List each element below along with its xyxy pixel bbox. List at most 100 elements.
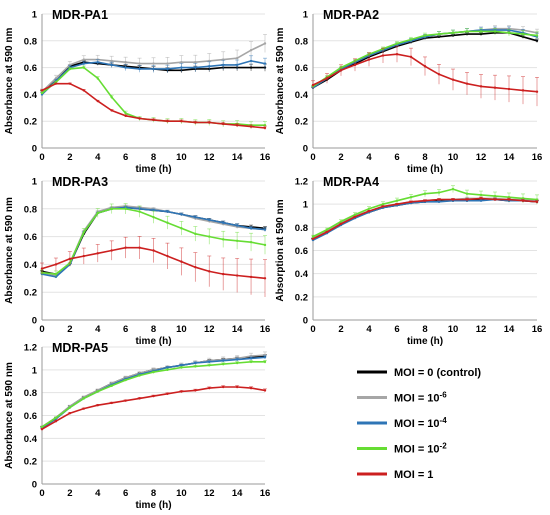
data-point (465, 82, 469, 85)
data-point (194, 365, 197, 368)
data-point (535, 200, 539, 204)
series-4 (40, 203, 267, 278)
data-point (208, 364, 211, 367)
data-point (235, 385, 239, 389)
y-tick-label: 0.2 (295, 292, 308, 303)
series-1 (40, 354, 267, 429)
y-tick-label: 0.8 (24, 204, 37, 215)
x-tick-label: 4 (95, 152, 101, 163)
data-point (54, 263, 58, 266)
x-tick-label: 0 (39, 488, 44, 499)
series-2 (311, 196, 539, 239)
data-point (96, 61, 99, 64)
x-tick-label: 2 (67, 152, 72, 163)
data-point (339, 222, 343, 226)
x-tick-label: 0 (39, 152, 44, 163)
data-point (395, 199, 399, 202)
data-point (180, 213, 183, 216)
legend-label: MOI = 10-6 (394, 391, 447, 405)
y-tick-label: 1 (32, 177, 38, 188)
data-point (124, 111, 127, 115)
data-point (166, 368, 169, 372)
data-point (353, 63, 357, 67)
x-axis-title: time (h) (135, 336, 171, 347)
data-point (437, 191, 441, 194)
x-axis-title: time (h) (135, 500, 171, 511)
y-tick-label: 1 (32, 365, 38, 376)
data-point (221, 122, 225, 126)
data-point (180, 390, 183, 393)
data-point (235, 274, 239, 277)
x-tick-label: 4 (95, 488, 101, 499)
legend-label-exponent: -2 (440, 442, 448, 451)
data-point (54, 416, 58, 419)
data-point (82, 58, 86, 61)
data-point (152, 394, 155, 398)
y-tick-label: 0.4 (24, 260, 38, 271)
data-point (221, 238, 225, 241)
data-point (451, 78, 455, 81)
data-point (40, 89, 44, 92)
y-tick-label: 0.2 (24, 288, 37, 299)
data-point (96, 99, 99, 103)
chart-title: MDR-PA2 (323, 8, 379, 22)
x-tick-label: 16 (260, 324, 271, 335)
data-point (96, 77, 99, 80)
legend-label-text: MOI = 10 (394, 393, 440, 405)
x-tick-label: 14 (232, 324, 243, 335)
data-point (68, 67, 72, 71)
data-point (249, 360, 253, 364)
legend-entry: MOI = 10-2 (357, 442, 447, 456)
series-line (41, 386, 266, 430)
y-tick-label: 0.2 (295, 117, 308, 128)
data-point (82, 407, 86, 410)
data-point (124, 378, 127, 382)
data-point (138, 246, 141, 249)
data-point (263, 243, 267, 247)
legend-label: MOI = 10-4 (394, 416, 447, 430)
data-point (249, 386, 253, 390)
data-point (221, 221, 225, 224)
y-tick-label: 0.6 (24, 232, 37, 243)
data-point (423, 34, 427, 37)
x-tick-label: 8 (422, 324, 427, 335)
legend: MOI = 0 (control) MOI = 10-6 MOI = 10-4 MOI… (357, 367, 481, 481)
series-5 (40, 385, 267, 431)
y-tick-label: 1.2 (295, 177, 308, 188)
data-point (395, 53, 399, 56)
data-point (325, 230, 329, 234)
y-tick-label: 0 (32, 480, 37, 491)
data-point (521, 199, 525, 202)
data-point (465, 30, 469, 33)
y-tick-label: 0.6 (24, 63, 37, 74)
y-tick-label: 0.8 (24, 388, 37, 399)
x-tick-label: 0 (39, 324, 44, 335)
data-point (235, 358, 239, 361)
data-point (235, 239, 239, 242)
data-point (96, 390, 99, 393)
data-point (152, 62, 155, 65)
series-line (41, 354, 266, 428)
data-point (166, 62, 169, 65)
x-tick-label: 0 (310, 152, 315, 163)
x-tick-label: 6 (123, 488, 128, 499)
x-tick-label: 10 (448, 324, 459, 335)
data-point (311, 235, 315, 238)
data-point (479, 197, 483, 200)
data-point (249, 240, 253, 244)
data-point (263, 356, 267, 359)
x-tick-label: 16 (260, 152, 271, 163)
data-point (138, 67, 141, 71)
data-point (381, 54, 385, 57)
data-point (521, 89, 525, 92)
x-tick-label: 10 (176, 152, 187, 163)
x-tick-label: 8 (151, 488, 156, 499)
data-point (451, 34, 455, 37)
series-5 (311, 196, 539, 241)
data-point (82, 62, 86, 65)
x-tick-label: 12 (204, 324, 215, 335)
legend-label: MOI = 0 (control) (394, 367, 481, 379)
x-tick-label: 2 (67, 488, 72, 499)
x-tick-label: 6 (123, 324, 128, 335)
